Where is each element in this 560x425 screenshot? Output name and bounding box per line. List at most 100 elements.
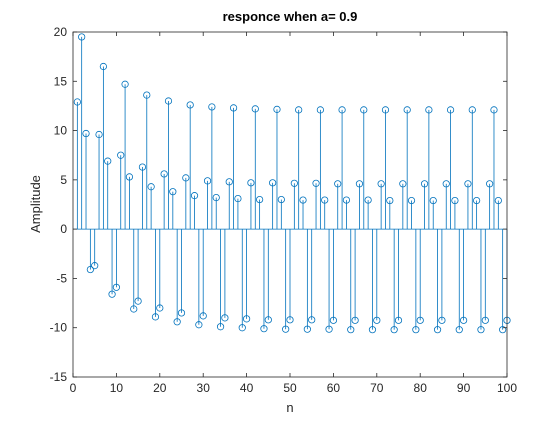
stem-marker [91, 262, 99, 270]
stem-marker [156, 304, 164, 312]
stem-marker [433, 326, 442, 334]
stem-marker [342, 196, 351, 204]
stem-marker [355, 180, 364, 188]
stem-marker [151, 313, 160, 321]
x-axis-label: n [286, 400, 293, 415]
stem-marker [143, 91, 151, 99]
plot-area [73, 32, 507, 377]
stem-marker [212, 194, 220, 202]
stem-marker [177, 309, 186, 317]
stem-marker [112, 283, 121, 291]
stem-marker [468, 106, 476, 114]
stem-marker [308, 316, 316, 324]
stem-marker [264, 316, 272, 324]
stem-marker [455, 326, 463, 334]
y-tick-label: -15 [50, 370, 68, 384]
stem-marker [147, 183, 155, 191]
stem-marker [295, 106, 303, 114]
stem-marker [95, 130, 103, 139]
y-tick-label: 20 [54, 25, 68, 39]
y-tick-label: -5 [56, 271, 67, 285]
stem-marker [329, 316, 337, 324]
stem-marker [256, 195, 264, 204]
stem-marker [364, 196, 372, 204]
y-tick-label: 5 [60, 173, 67, 187]
stem-marker [104, 157, 112, 165]
stem-marker [195, 321, 203, 329]
stem-marker [473, 196, 481, 205]
stem-marker [477, 326, 485, 334]
stem-marker [416, 316, 424, 324]
stem-marker [251, 105, 259, 113]
stem-marker [203, 177, 212, 185]
stem-marker [121, 80, 129, 88]
stem-marker [425, 106, 433, 114]
stem-marker [134, 297, 142, 305]
stem-marker [290, 179, 298, 187]
stem-marker [138, 163, 147, 171]
stem-marker [446, 106, 455, 114]
x-tick-label: 70 [370, 381, 384, 395]
stem-marker [360, 106, 368, 114]
stem-marker [438, 316, 446, 324]
stem-marker [390, 326, 398, 334]
stem-marker [164, 97, 173, 105]
stem-marker [186, 101, 194, 109]
stem-marker [247, 179, 255, 187]
stem-marker [464, 180, 472, 188]
stem-marker [316, 106, 324, 114]
stem-marker [373, 316, 381, 324]
stem-marker [99, 62, 107, 71]
stem-marker [368, 326, 377, 334]
y-axis-label: Amplitude [28, 175, 43, 233]
stem-marker [273, 105, 281, 113]
stem-marker [229, 104, 238, 112]
stem-marker [321, 196, 329, 204]
stem-marker [399, 180, 407, 188]
stem-marker [173, 318, 181, 326]
stem-marker [108, 290, 116, 298]
stem-marker [125, 173, 134, 181]
stem-marker [269, 179, 277, 187]
stem-marker [347, 326, 355, 334]
stem-marker [494, 196, 502, 205]
stem-marker [412, 326, 420, 334]
x-tick-label: 30 [197, 381, 211, 395]
stem-marker [338, 106, 346, 114]
stem-marker [199, 312, 207, 320]
stem-marker [403, 106, 411, 114]
x-tick-label: 20 [153, 381, 167, 395]
x-tick-label: 50 [283, 381, 297, 395]
y-tick-label: -10 [50, 321, 68, 335]
stem-marker [82, 129, 90, 138]
stem-marker [216, 323, 225, 331]
stem-marker [381, 106, 390, 114]
stem-marker [325, 325, 333, 333]
stem-marker [190, 192, 199, 200]
markers-layer [73, 33, 511, 334]
stem-marker [238, 324, 246, 332]
stem-marker [243, 315, 251, 323]
stem-marker [160, 170, 168, 178]
stem-marker [377, 180, 385, 188]
stem-marker [234, 194, 242, 203]
stem-marker [260, 325, 268, 333]
stem-marker [499, 326, 507, 334]
stem-marker [299, 196, 307, 204]
stem-marker [73, 98, 81, 106]
stem-marker [282, 325, 290, 333]
stem-marker [286, 316, 294, 324]
stem-marker [169, 188, 177, 196]
stem-marker [117, 151, 125, 159]
x-tick-label: 90 [457, 381, 471, 395]
x-tick-label: 0 [70, 381, 77, 395]
stem-marker [208, 103, 216, 111]
stem-marker [303, 325, 311, 333]
stem-marker [459, 316, 468, 324]
stem-marker [334, 180, 342, 188]
stem-marker [442, 180, 450, 188]
stems-layer [76, 36, 508, 330]
x-tick-label: 40 [240, 381, 254, 395]
